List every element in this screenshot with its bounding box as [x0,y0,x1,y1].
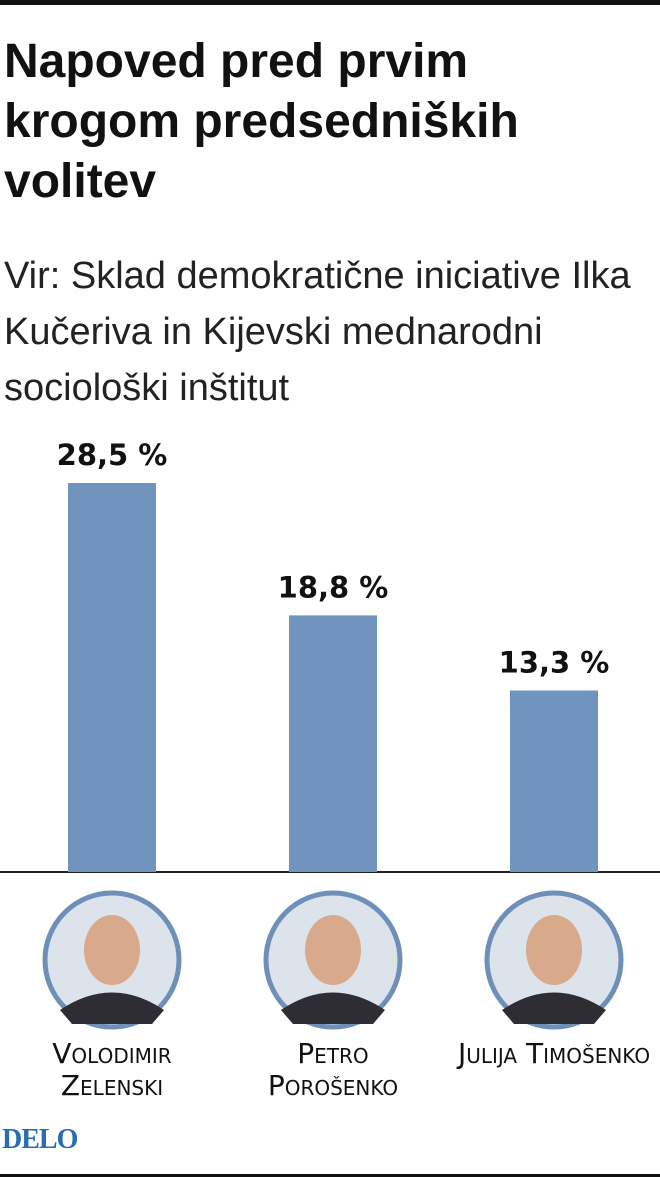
category-label: Volodimir Zelenski [52,1037,172,1102]
portrait-head [305,915,361,985]
portrait [263,890,403,1030]
portrait [484,890,624,1030]
chart-title: Napoved pred prvim krogom predsedniških … [4,35,519,208]
portrait-body [60,992,164,1024]
portrait-body [502,992,606,1024]
portrait-head [526,915,582,985]
portrait-body [281,992,385,1024]
value-label: 28,5 % [57,438,168,472]
category-label: Petro Porošenko [267,1037,399,1102]
chart-subtitle: Vir: Sklad demokratične iniciative Ilka … [4,255,631,409]
portrait [42,890,182,1030]
bottom-rule [0,1174,660,1177]
bar [510,690,598,872]
bar [68,483,156,872]
category-label: Julija Timošenko [457,1037,651,1070]
portrait-head [84,915,140,985]
bar [289,615,377,872]
value-label: 13,3 % [499,645,610,679]
top-rule [0,0,660,5]
value-label: 18,8 % [278,570,389,604]
logo: DELO [2,1124,78,1155]
